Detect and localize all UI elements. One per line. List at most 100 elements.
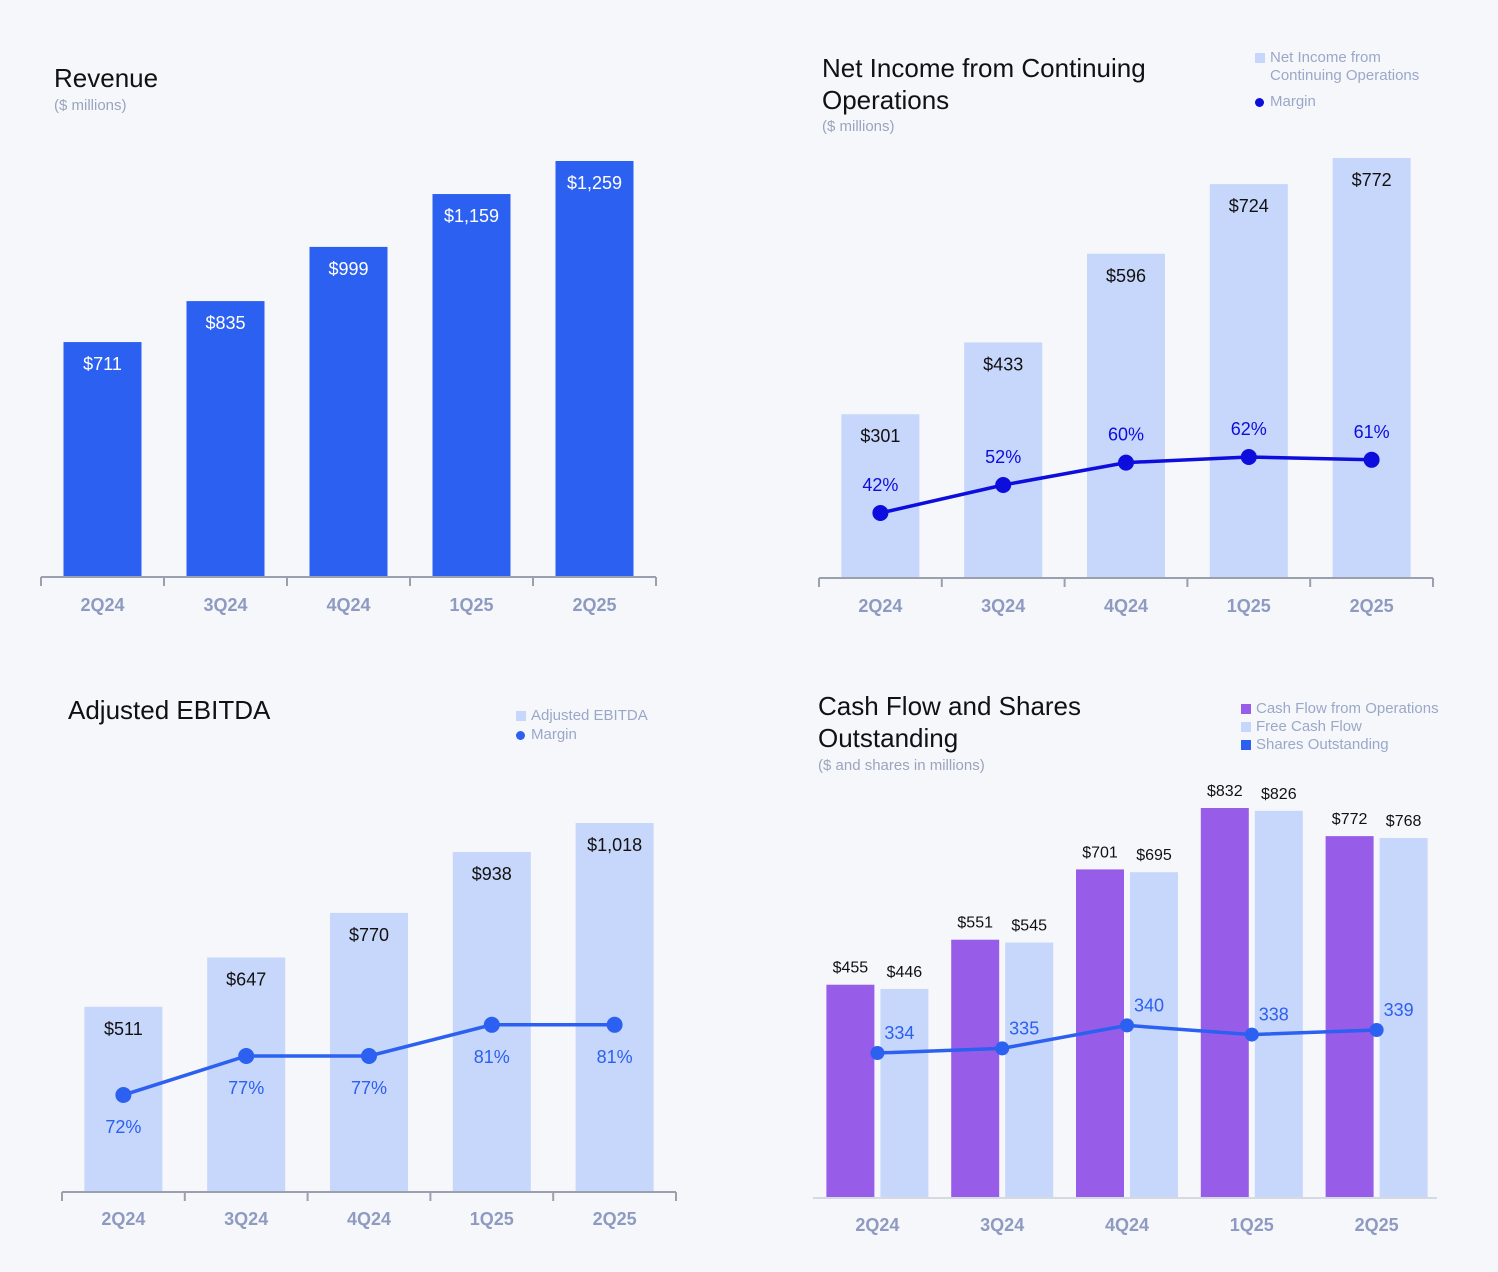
revenue-data-label: $711: [83, 354, 122, 374]
legend-label: Net Income from Continuing Operations: [1270, 49, 1420, 84]
legend-item-net-income: Net Income from Continuing Operations: [1255, 49, 1455, 85]
net-income-title: Net Income from Continuing Operations: [822, 52, 1146, 116]
cfo-data-label: $772: [1332, 811, 1368, 828]
ebitda-margin-label: 77%: [351, 1078, 387, 1098]
ebitda-bar: [207, 957, 286, 1192]
revenue-subtitle: ($ millions): [54, 97, 127, 114]
x-tick-label: 1Q25: [449, 595, 493, 615]
net-income-margin-point: [1240, 449, 1257, 465]
cfo-bar: [1325, 836, 1374, 1198]
shares-label: 340: [1134, 995, 1164, 1015]
ebitda-margin-point: [606, 1016, 623, 1033]
ebitda-title: Adjusted EBITDA: [68, 695, 271, 725]
net-income-margin-label: 52%: [985, 447, 1021, 467]
net-income-margin-point: [872, 505, 889, 521]
shares-label: 335: [1009, 1018, 1039, 1038]
ebitda-bar: [84, 1006, 163, 1192]
ebitda-bar: [330, 912, 408, 1192]
ebitda-data-label: $647: [226, 969, 266, 989]
net-income-margin-label: 62%: [1231, 419, 1267, 439]
net-income-title-line1: Net Income from Continuing: [822, 53, 1146, 83]
cfo-bar: [951, 939, 1000, 1198]
shares-line: [877, 1023, 1377, 1055]
shares-label: 338: [1259, 1005, 1289, 1025]
legend-swatch: [516, 711, 526, 721]
cfo-bar: [1200, 808, 1249, 1198]
cashflow-title-line1: Cash Flow and Shares: [818, 691, 1082, 721]
legend-label: Margin: [531, 726, 577, 743]
ebitda-margin-line: [122, 1023, 615, 1097]
shares-point: [995, 1041, 1010, 1056]
cfo-data-label: $455: [833, 960, 869, 977]
ebitda-data-label: $770: [349, 925, 389, 945]
ebitda-data-label: $938: [472, 864, 512, 884]
fcf-data-label: $446: [887, 964, 923, 981]
fcf-bar: [1130, 872, 1178, 1198]
revenue-data-label: $1,159: [444, 206, 499, 226]
ebitda-bar: [575, 823, 654, 1192]
x-tick-label: 1Q25: [470, 1209, 514, 1229]
fcf-bar: [1254, 810, 1303, 1198]
net-income-margin-label: 60%: [1108, 425, 1144, 445]
x-tick-label: 3Q24: [224, 1209, 268, 1229]
cashflow-legend: Cash Flow from Operations Free Cash Flow…: [1241, 700, 1481, 754]
revenue-data-label: $999: [328, 259, 368, 279]
legend-swatch: [1241, 740, 1251, 750]
shares-label: 339: [1384, 1000, 1414, 1020]
x-tick-label: 1Q25: [1230, 1215, 1274, 1235]
revenue-data-label: $835: [205, 313, 245, 333]
net-income-margin-label: 42%: [862, 475, 898, 495]
net-income-margin-point: [1363, 451, 1380, 468]
x-tick-label: 3Q24: [981, 596, 1025, 616]
legend-swatch: [1241, 722, 1251, 732]
net-income-data-label: $596: [1106, 266, 1146, 286]
legend-item-margin: Margin: [516, 726, 696, 744]
fcf-data-label: $545: [1011, 918, 1047, 935]
net-income-bar: [1332, 158, 1411, 578]
revenue-title: Revenue: [54, 63, 159, 93]
legend-dot: [1255, 98, 1264, 107]
x-tick-label: 2Q24: [80, 595, 124, 615]
legend-label: Shares Outstanding: [1256, 736, 1389, 753]
fcf-data-label: $768: [1386, 813, 1422, 830]
legend-item-cfo: Cash Flow from Operations: [1241, 700, 1481, 718]
cashflow-title: Cash Flow and Shares Outstanding: [818, 690, 1081, 754]
legend-item-fcf: Free Cash Flow: [1241, 718, 1481, 736]
net-income-margin-point: [1118, 454, 1134, 471]
revenue-data-label: $1,259: [567, 173, 622, 193]
fcf-bar: [1379, 838, 1428, 1198]
x-tick-label: 4Q24: [347, 1209, 391, 1229]
x-tick-label: 4Q24: [1104, 596, 1148, 616]
net-income-bar: [964, 342, 1043, 578]
net-income-data-label: $724: [1229, 196, 1269, 216]
revenue-panel: Revenue ($ millions) $711 $835 $999 $1,159 $…: [0, 0, 700, 640]
fcf-bar: [880, 988, 929, 1198]
legend-label: Cash Flow from Operations: [1256, 700, 1439, 717]
cfo-data-label: $832: [1207, 783, 1243, 800]
cfo-bar: [1076, 869, 1124, 1198]
x-tick-label: 4Q24: [1105, 1215, 1149, 1235]
ebitda-legend: Adjusted EBITDA Margin: [516, 707, 696, 744]
shares-point: [1244, 1027, 1259, 1042]
ebitda-margin-label: 77%: [228, 1078, 264, 1098]
legend-label: Adjusted EBITDA: [531, 707, 648, 724]
revenue-bar: [63, 342, 142, 577]
x-tick-label: 2Q25: [572, 595, 616, 615]
x-tick-label: 3Q24: [980, 1215, 1024, 1235]
revenue-bar: [432, 194, 511, 577]
net-income-data-label: $433: [983, 354, 1023, 374]
x-tick-label: 2Q25: [1355, 1215, 1399, 1235]
ebitda-data-label: $511: [104, 1019, 143, 1039]
net-income-bar: [1209, 184, 1288, 578]
legend-label: Free Cash Flow: [1256, 718, 1362, 735]
cashflow-subtitle: ($ and shares in millions): [818, 757, 985, 774]
fcf-data-label: $826: [1261, 786, 1297, 803]
fcf-data-label: $695: [1136, 847, 1172, 864]
x-tick-label: 2Q24: [855, 1215, 899, 1235]
revenue-bar: [309, 246, 388, 577]
net-income-data-label: $301: [860, 426, 900, 446]
x-tick-label: 2Q24: [101, 1209, 145, 1229]
cfo-bar: [826, 984, 875, 1198]
legend-swatch: [1255, 53, 1265, 63]
x-tick-label: 2Q25: [593, 1209, 637, 1229]
